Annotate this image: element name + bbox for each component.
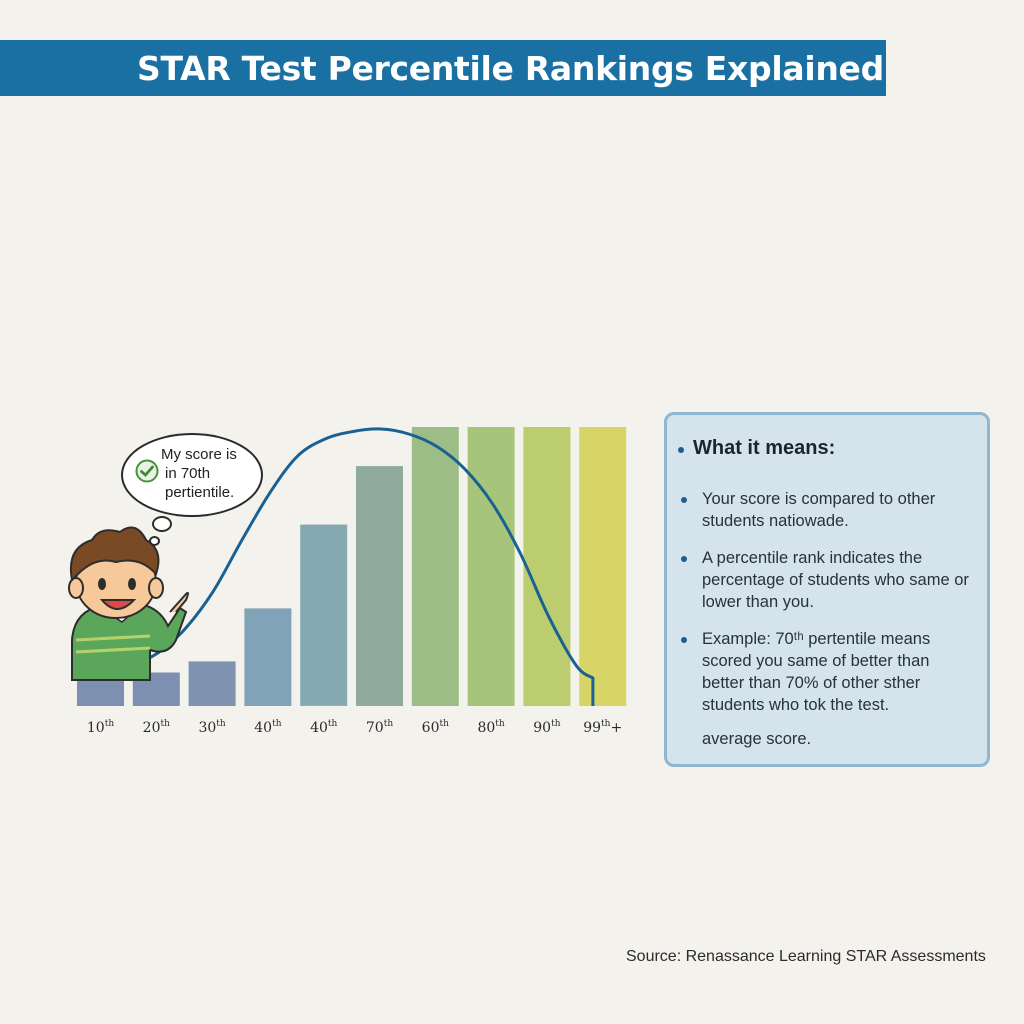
info-panel: What it means: Your score is compared to… [664, 412, 990, 767]
bubble-tail-dot [149, 536, 160, 546]
info-footer: average score. [702, 730, 812, 748]
tick-label: 30th [198, 719, 225, 736]
source-note: Source: Renassance Learning STAR Assessm… [626, 948, 986, 965]
bubble-tail-dot [152, 516, 172, 532]
title-banner: STAR Test Percentile Rankings Explained [0, 40, 886, 96]
info-heading: What it means: [693, 437, 836, 459]
info-item: A percentile rank indicates the percenta… [702, 547, 987, 613]
bar-3 [244, 608, 292, 706]
bar-4 [300, 524, 348, 706]
bar-2 [188, 661, 236, 706]
bubble-line: pertientile. [165, 484, 235, 501]
info-line: Example: 70ᵗʰ pertentile means [702, 630, 931, 648]
bubble-line: My score is [161, 446, 237, 463]
bar-5 [356, 466, 403, 706]
tick-label: 99th+ [583, 719, 622, 736]
bar-9 [579, 427, 627, 706]
tick-label: 20th [143, 719, 170, 736]
bullet-icon [678, 447, 684, 453]
tick-label: 60th [422, 719, 449, 736]
info-item: Your score is compared to other students… [702, 488, 987, 532]
boy-pointing-icon [68, 526, 189, 681]
tick-label: 40th [310, 719, 337, 736]
bullet-icon [681, 497, 687, 503]
info-line: better than 70% of other sther [702, 674, 921, 692]
info-item: Example: 70ᵗʰ pertentile means scored yo… [702, 628, 987, 716]
bar-7 [467, 427, 515, 706]
info-line: A percentile rank indicates the [702, 549, 923, 567]
info-line: percentage of studenŧs who same or [702, 571, 969, 589]
chart-bars [77, 427, 627, 706]
bar-8 [523, 427, 571, 706]
bullet-icon [681, 637, 687, 643]
info-line: students who tok the test. [702, 696, 890, 714]
bubble-line: in 70th [165, 465, 211, 482]
tick-label: 90th [533, 719, 560, 736]
check-circle-icon [135, 459, 159, 483]
info-line: lower than you. [702, 593, 814, 611]
bar-6 [411, 427, 459, 706]
info-line: students natiowade. [702, 512, 849, 530]
info-line: Your score is compared to other [702, 490, 936, 508]
speech-bubble: My score is in 70th pertientile. [121, 433, 263, 517]
info-line: scored you same of better than [702, 652, 930, 670]
bullet-icon [681, 556, 687, 562]
x-axis-ticks: 10th 20th 30th 40th 40th 70th 60th 80th 90th 99th… [87, 719, 622, 736]
bubble-text: My score is in 70th pertientile. [161, 445, 261, 502]
tick-label: 10th [87, 719, 114, 736]
tick-label: 40th [254, 719, 281, 736]
page-title: STAR Test Percentile Rankings Explained [137, 48, 884, 88]
tick-label: 80th [477, 719, 504, 736]
tick-label: 70th [366, 719, 393, 736]
